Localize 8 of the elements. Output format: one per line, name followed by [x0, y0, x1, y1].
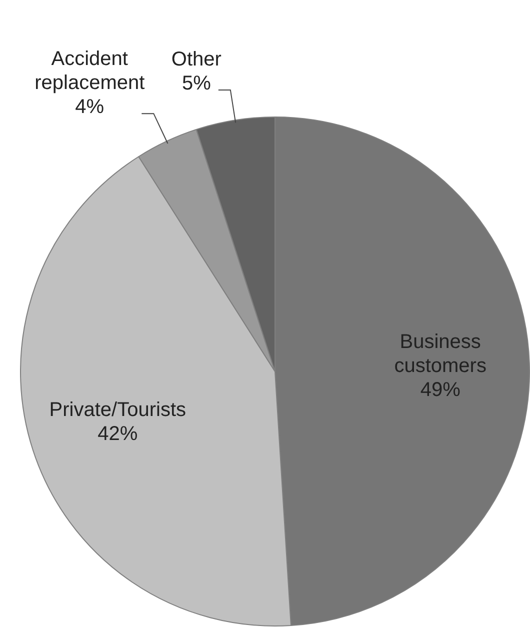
slice-label: Business customers — [394, 330, 486, 377]
data-label: 4% — [75, 96, 104, 118]
data-label: 5% — [182, 72, 212, 94]
slice-label: Accident replacement — [34, 48, 146, 94]
data-label: 42% — [98, 423, 138, 446]
data-label: 49% — [420, 378, 461, 401]
slice-label: Other — [171, 48, 222, 70]
slice-label: Private/Tourists — [49, 399, 186, 422]
